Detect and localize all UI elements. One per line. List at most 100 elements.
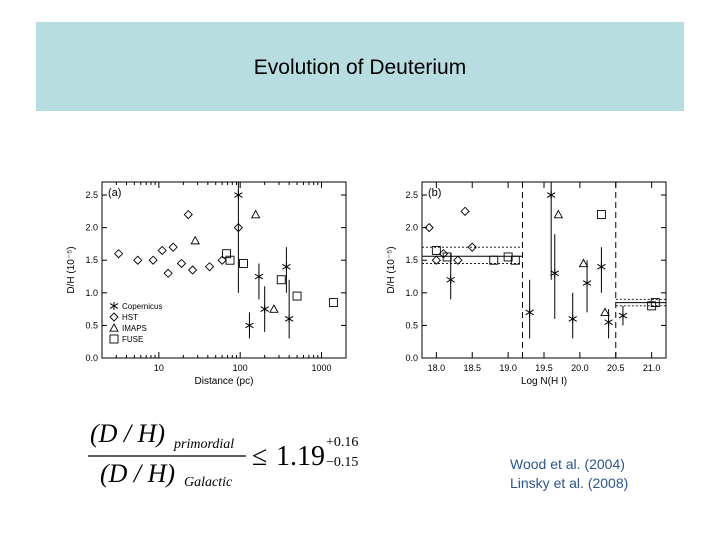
chart-b-point-asterisk bbox=[550, 269, 560, 278]
chart-b-ytick-label: 2.0 bbox=[405, 223, 418, 233]
chart-b-ytick-label: 0.5 bbox=[405, 320, 418, 330]
chart-b-point-asterisk bbox=[525, 308, 534, 317]
chart-b-point-asterisk-stroke-2 bbox=[582, 280, 592, 286]
chart-a-panel-label: (a) bbox=[108, 187, 121, 199]
chart-b-point-triangle bbox=[600, 307, 610, 317]
chart-b-point-asterisk bbox=[546, 191, 556, 200]
chart-a-legend-label: FUSE bbox=[122, 335, 143, 344]
chart-a-series-hst bbox=[113, 209, 244, 278]
chart-b-xtick-label: 20.0 bbox=[571, 363, 589, 373]
formula-denominator: (D / H) bbox=[100, 459, 175, 488]
chart-a-point-triangle bbox=[190, 235, 200, 245]
chart-b-point-asterisk bbox=[597, 262, 606, 271]
chart-b-point-asterisk-stroke-2 bbox=[618, 312, 628, 319]
chart-b-xtick-label: 19.5 bbox=[535, 363, 553, 373]
chart-a-point-asterisk-stroke-2 bbox=[234, 192, 243, 198]
chart-a-point-square bbox=[225, 255, 235, 265]
chart-panel-b: (b) 0.0 0.5 1.0 1.5 2.0 2.5 18.0 18.5 19.0 19.5 20.… bbox=[380, 176, 680, 398]
chart-a-ytick-label: 1.0 bbox=[85, 288, 98, 298]
chart-b-point-square bbox=[442, 252, 452, 262]
chart-b-xtick-label: 21.0 bbox=[643, 363, 661, 373]
chart-a-point-asterisk-stroke-2 bbox=[254, 273, 264, 280]
chart-a-point-square bbox=[222, 249, 232, 259]
chart-a-point-diamond bbox=[168, 242, 178, 252]
chart-a-point-square bbox=[292, 291, 302, 301]
formula-numerator: (D / H) bbox=[90, 419, 165, 448]
chart-b-point-square bbox=[596, 210, 606, 220]
chart-a-series-imaps bbox=[190, 209, 279, 313]
credit-linsky: Linsky et al. (2008) bbox=[510, 475, 629, 491]
formula-denominator-subscript: Galactic bbox=[184, 475, 233, 490]
chart-a-point-square bbox=[239, 259, 248, 268]
chart-b-panel-label: (b) bbox=[428, 187, 441, 199]
formula-value: 1.19 bbox=[276, 441, 325, 472]
ratio-formula: (D / H) primordial (D / H) Galactic ≤ 1.… bbox=[86, 410, 386, 490]
chart-a-xtick-label: 10 bbox=[154, 363, 164, 373]
chart-a-point-diamond bbox=[217, 255, 227, 265]
chart-b-point-asterisk-stroke-2 bbox=[446, 276, 455, 283]
chart-a-ylabel: D/H (10⁻⁵) bbox=[66, 246, 77, 293]
chart-a-point-asterisk bbox=[260, 305, 269, 314]
title-bar: Evolution of Deuterium bbox=[36, 22, 684, 111]
chart-b-point-asterisk bbox=[604, 318, 613, 327]
chart-a-point-asterisk bbox=[245, 321, 254, 330]
chart-b-point-square bbox=[650, 298, 660, 308]
chart-b-point-square bbox=[503, 252, 513, 262]
credit-wood: Wood et al. (2004) bbox=[510, 456, 625, 472]
chart-b-point-asterisk bbox=[582, 279, 592, 288]
chart-b-series-imaps bbox=[553, 209, 610, 317]
chart-a-point-asterisk bbox=[254, 272, 264, 281]
chart-a-plot-frame bbox=[101, 181, 347, 359]
credits: Wood et al. (2004) Linsky et al. (2008) bbox=[510, 455, 628, 493]
chart-b-point-asterisk-stroke-2 bbox=[546, 192, 556, 198]
chart-a-point-asterisk-stroke-2 bbox=[260, 306, 269, 312]
chart-b-ytick-label: 0.0 bbox=[405, 353, 418, 363]
chart-b-point-diamond bbox=[424, 222, 434, 233]
formula-numerator-subscript: primordial bbox=[173, 437, 234, 452]
chart-a-xtick-label: 100 bbox=[233, 363, 248, 373]
chart-b-point-asterisk bbox=[568, 314, 577, 323]
chart-a-point-asterisk-stroke-2 bbox=[245, 322, 254, 329]
chart-b-point-square bbox=[489, 255, 499, 265]
chart-a-point-diamond bbox=[204, 262, 215, 272]
chart-b-series-fuse bbox=[431, 210, 660, 311]
chart-a-series-copernicus bbox=[234, 182, 294, 339]
formula-lower-error: −0.15 bbox=[326, 455, 358, 470]
chart-a-legend-marker-stroke-2 bbox=[109, 303, 119, 309]
chart-a-point-diamond bbox=[176, 258, 187, 269]
formula-relation: ≤ bbox=[252, 441, 267, 472]
formula-upper-error: +0.16 bbox=[326, 435, 358, 450]
chart-a-svg: (a) 0.0 0.5 1.0 1.5 2.0 2.5 10 100 1000 Distance (… bbox=[66, 181, 347, 387]
chart-b-series-copernicus bbox=[446, 182, 628, 339]
chart-a-point-asterisk bbox=[284, 314, 294, 323]
chart-b-svg: (b) 0.0 0.5 1.0 1.5 2.0 2.5 18.0 18.5 19.0 19.5 20.… bbox=[386, 181, 667, 387]
chart-b-xtick-label: 18.0 bbox=[428, 363, 446, 373]
chart-b-ytick-label: 1.5 bbox=[405, 255, 418, 265]
chart-a-legend-marker bbox=[109, 323, 119, 332]
chart-a-ytick-label: 1.5 bbox=[85, 255, 98, 265]
chart-panel-a: (a) 0.0 0.5 1.0 1.5 2.0 2.5 10 100 1000 Distance (… bbox=[60, 176, 360, 398]
chart-a-point-diamond bbox=[113, 249, 124, 259]
chart-a-ytick-label: 0.0 bbox=[85, 353, 98, 363]
chart-a-point-diamond bbox=[233, 222, 244, 233]
chart-a-legend-marker bbox=[109, 302, 119, 310]
chart-a-legend-label: IMAPS bbox=[122, 324, 147, 333]
chart-b-point-asterisk bbox=[618, 311, 628, 320]
chart-b-point-diamond bbox=[460, 206, 470, 216]
chart-a-xtick-label: 1000 bbox=[312, 363, 332, 373]
chart-b-point-diamond bbox=[453, 255, 463, 265]
chart-a-point-asterisk bbox=[234, 191, 243, 200]
chart-b-point-square bbox=[510, 255, 520, 265]
chart-a-point-asterisk-stroke-2 bbox=[284, 316, 294, 322]
chart-a-point-diamond bbox=[133, 255, 143, 265]
chart-a-point-triangle bbox=[269, 304, 279, 313]
chart-b-point-asterisk-stroke-2 bbox=[597, 263, 606, 270]
chart-b-ytick-label: 1.0 bbox=[405, 288, 418, 298]
chart-b-xtick-label: 20.5 bbox=[607, 363, 625, 373]
chart-a-point-square bbox=[328, 298, 338, 308]
chart-b-point-square bbox=[431, 245, 441, 255]
chart-b-plot-frame bbox=[421, 181, 667, 359]
chart-a-legend-marker bbox=[109, 334, 119, 344]
chart-b-ytick-label: 2.5 bbox=[405, 190, 418, 200]
chart-a-point-diamond bbox=[183, 209, 193, 220]
